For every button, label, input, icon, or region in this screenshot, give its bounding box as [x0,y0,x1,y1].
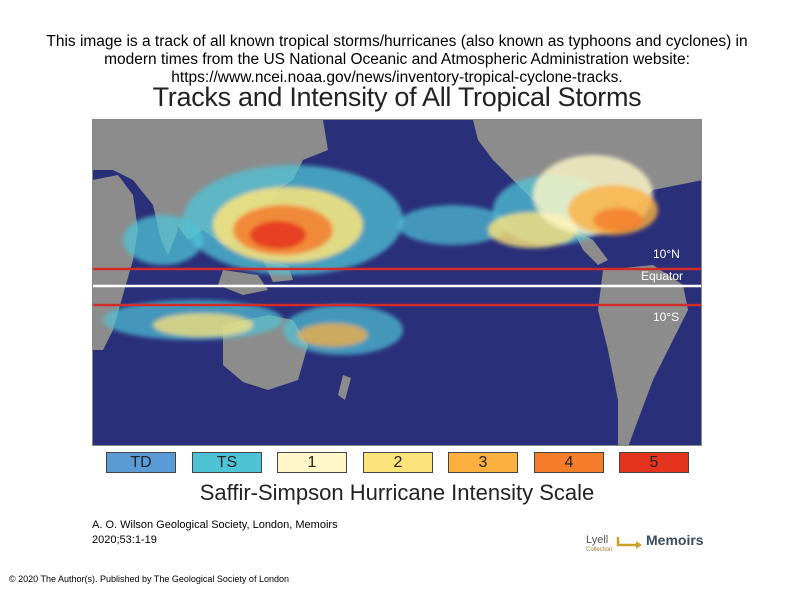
storm-tracks [103,155,658,355]
map-graphic [93,120,701,445]
label-10n: 10°N [653,247,680,261]
map-title: Tracks and Intensity of All Tropical Sto… [152,82,642,112]
legend-cat3: 3 [448,452,518,473]
label-10s: 10°S [653,310,680,324]
logo-lyell: Lyell [586,534,609,546]
legend-td: TD [106,452,176,473]
logo-memoirs: Memoirs [646,532,704,548]
storm-track-map: 10°N Equator 10°S [92,119,702,446]
legend-ts: TS [192,452,262,473]
citation: A. O. Wilson Geological Society, London,… [92,518,338,548]
legend-cat1: 1 [277,452,347,473]
scale-title: Saffir-Simpson Hurricane Intensity Scale [199,480,595,505]
legend-cat4: 4 [534,452,604,473]
logo-lyell-sub: Collection [586,547,613,553]
copyright: © 2020 The Author(s). Published by The G… [9,574,289,584]
caption: This image is a track of all known tropi… [46,33,748,86]
lyell-memoirs-logo: Lyell Collection Memoirs [586,528,716,562]
label-equator: Equator [641,269,684,283]
logo-arrow-icon [616,537,642,549]
legend-cat2: 2 [363,452,433,473]
citation-line2: 2020;53:1-19 [92,534,157,546]
legend-cat5: 5 [619,452,689,473]
citation-line1: A. O. Wilson Geological Society, London,… [92,519,338,531]
